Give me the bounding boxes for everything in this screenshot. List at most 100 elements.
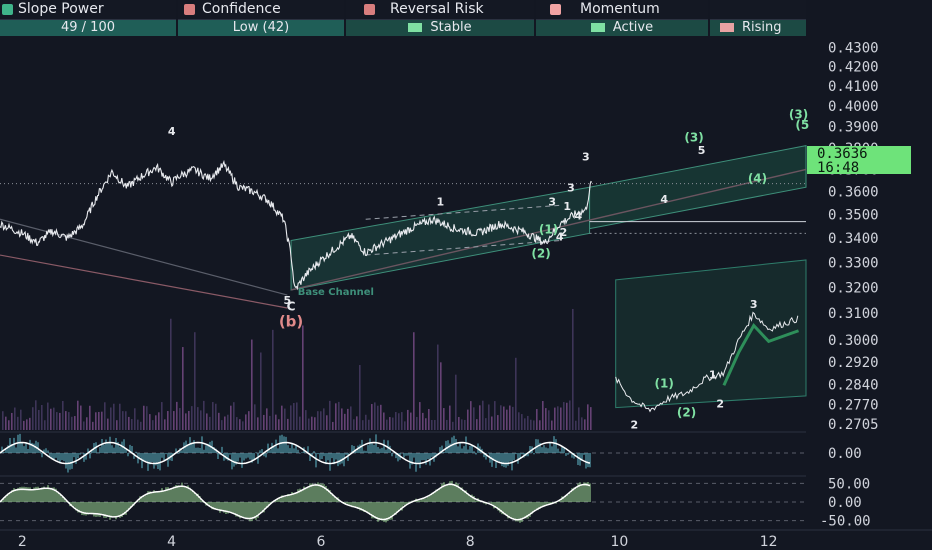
volume-bar: [32, 407, 34, 430]
volume-bar: [146, 406, 148, 430]
volume-bar: [272, 329, 274, 430]
volume-bar: [455, 374, 457, 430]
volume-bar: [200, 410, 202, 430]
volume-bar: [236, 417, 238, 430]
volume-bar: [170, 318, 172, 430]
volume-bar: [527, 415, 529, 430]
reversal-risk-value: Stable: [430, 20, 472, 35]
volume-bar: [239, 419, 241, 430]
price-axis-label: 0.4300: [828, 40, 879, 56]
time-axis-label: 6: [316, 534, 325, 550]
volume-bar: [542, 401, 544, 430]
volume-bar: [299, 416, 301, 430]
price-axis-label: 0.4200: [828, 59, 879, 75]
volume-bar: [68, 412, 70, 430]
volume-bar: [413, 332, 415, 430]
volume-bar: [278, 419, 280, 430]
time-axis-label: 12: [760, 534, 778, 550]
volume-bar: [188, 410, 190, 430]
volume-bar: [317, 411, 319, 430]
volume-bar: [332, 421, 334, 430]
volume-bar: [107, 418, 109, 430]
slope-power-value: 49 / 100: [0, 19, 176, 36]
volume-bar: [407, 409, 409, 430]
last-price: 0.3636: [817, 146, 868, 162]
volume-bar: [248, 411, 250, 430]
volume-bar: [119, 403, 121, 430]
inset-channel: [615, 259, 807, 409]
volume-bar: [14, 407, 16, 430]
volume-bar: [209, 416, 211, 430]
wave-label: 1: [709, 369, 717, 382]
volume-bar: [155, 415, 157, 430]
volume-bar: [266, 408, 268, 430]
volume-bar: [431, 419, 433, 430]
time-axis-label: 4: [167, 534, 176, 550]
volume-bar: [101, 411, 103, 430]
volume-bar: [344, 413, 346, 430]
volume-bar: [113, 403, 115, 430]
volume-bar: [8, 420, 10, 430]
volume-bar: [56, 412, 58, 430]
volume-bar: [575, 420, 577, 430]
volume-bar: [59, 412, 61, 430]
slope-power-panel: Slope Power 49 / 100: [0, 0, 176, 36]
volume-bar: [416, 416, 418, 430]
volume-bar: [539, 420, 541, 430]
volume-bar: [140, 421, 142, 430]
price-axis-label: 0.4000: [828, 99, 879, 115]
volume-bar: [422, 412, 424, 430]
volume-bar: [584, 419, 586, 430]
wave-label: 4: [168, 125, 176, 138]
volume-bar: [122, 411, 124, 430]
volume-bar: [221, 420, 223, 430]
trend-line-long: [290, 168, 807, 291]
volume-bar: [482, 400, 484, 430]
volume-bar: [287, 418, 289, 430]
volume-bar: [419, 402, 421, 430]
volume-bar: [182, 347, 184, 430]
volume-bar: [173, 411, 175, 430]
volume-bar: [83, 421, 85, 430]
volume-bar: [587, 404, 589, 430]
osc2-axis-label: 50.00: [828, 476, 870, 492]
volume-bar: [347, 408, 349, 430]
volume-bar: [23, 420, 25, 430]
volume-bar: [368, 419, 370, 430]
volume-bar: [158, 412, 160, 430]
volume-bar: [242, 421, 244, 430]
bar-countdown: 16:48: [817, 160, 860, 176]
wave-label: 2: [560, 226, 568, 239]
reversal-risk-panel: Reversal Risk Stable: [346, 0, 534, 36]
volume-bar: [230, 405, 232, 430]
volume-bar: [44, 420, 46, 430]
volume-bar: [176, 401, 178, 430]
volume-bar: [5, 416, 7, 430]
trend-up-icon: [720, 23, 734, 32]
price-axis-label: 0.3100: [828, 306, 879, 322]
dashed-line-upper: [365, 204, 560, 220]
volume-bar: [461, 419, 463, 430]
volume-bar: [365, 414, 367, 430]
wave-label: (b): [279, 312, 303, 330]
time-axis-label: 2: [18, 534, 27, 550]
volume-bar: [212, 402, 214, 430]
volume-bar: [569, 400, 571, 430]
volume-bar: [131, 418, 133, 430]
wave-label: (5: [795, 118, 809, 132]
wave-label: 1: [563, 200, 571, 213]
volume-bar: [320, 411, 322, 430]
volume-bar: [152, 420, 154, 430]
volume-bar: [530, 419, 532, 430]
wave-label: 1: [436, 195, 444, 208]
wave-label: C: [287, 300, 296, 314]
volume-bar: [380, 404, 382, 430]
volume-bar: [389, 417, 391, 430]
volume-bar: [80, 405, 82, 430]
volume-bar: [311, 416, 313, 430]
check-icon: [408, 23, 423, 32]
volume-bar: [518, 412, 520, 430]
volume-bar: [524, 418, 526, 430]
price-series: [0, 159, 592, 291]
